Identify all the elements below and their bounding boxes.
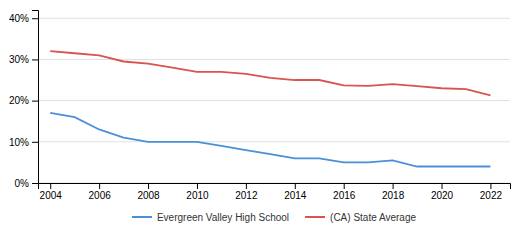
x-tick-mark xyxy=(148,183,149,189)
legend: Evergreen Valley High School (CA) State A… xyxy=(132,212,417,223)
x-tick: 2022 xyxy=(480,183,503,201)
y-tick-mark xyxy=(32,142,38,143)
x-tick-mark xyxy=(442,183,443,189)
x-tick-label: 2006 xyxy=(89,190,112,201)
x-tick-label: 2012 xyxy=(235,190,258,201)
x-tick-mark xyxy=(99,183,100,189)
y-tick: 10% xyxy=(9,137,38,148)
legend-swatch xyxy=(132,216,152,218)
x-tick: 2010 xyxy=(186,183,209,201)
series-line xyxy=(50,51,490,95)
x-tick-label: 2010 xyxy=(186,190,209,201)
x-tick-label: 2022 xyxy=(480,190,503,201)
x-tick: 2016 xyxy=(333,183,356,201)
y-tick-mark xyxy=(32,18,38,19)
legend-label: Evergreen Valley High School xyxy=(157,212,289,223)
y-tick-label: 30% xyxy=(9,54,29,65)
x-axis-line xyxy=(39,184,511,190)
x-tick: 2014 xyxy=(284,183,307,201)
y-tick-mark xyxy=(32,101,38,102)
y-tick: 20% xyxy=(9,95,38,106)
legend-label: (CA) State Average xyxy=(330,212,416,223)
x-axis: 2004 2006 2008 2010 2012 2014 2016 2018 2020 2022 xyxy=(39,183,511,201)
legend-swatch xyxy=(305,216,325,218)
lines xyxy=(50,51,490,166)
y-tick-label: 10% xyxy=(9,137,29,148)
x-tick-mark xyxy=(393,183,394,189)
grid-line xyxy=(38,100,510,101)
x-tick: 2008 xyxy=(137,183,160,201)
y-axis-line xyxy=(32,11,39,184)
x-tick-label: 2018 xyxy=(382,190,405,201)
x-tick-mark xyxy=(344,183,345,189)
x-tick-mark xyxy=(295,183,296,189)
x-tick-mark xyxy=(50,183,51,189)
x-tick-label: 2014 xyxy=(284,190,307,201)
x-tick-label: 2008 xyxy=(137,190,160,201)
grid-line xyxy=(38,141,510,142)
y-tick-mark xyxy=(32,183,38,184)
grid xyxy=(38,18,510,183)
legend-item: Evergreen Valley High School xyxy=(132,212,289,223)
x-tick-mark xyxy=(246,183,247,189)
series-line xyxy=(50,113,490,167)
y-tick-mark xyxy=(32,59,38,60)
legend-item: (CA) State Average xyxy=(305,212,416,223)
x-tick-label: 2004 xyxy=(40,190,63,201)
y-tick-label: 40% xyxy=(9,13,29,24)
x-tick-label: 2016 xyxy=(333,190,356,201)
x-tick: 2006 xyxy=(89,183,112,201)
x-tick-label: 2020 xyxy=(431,190,454,201)
grid-line xyxy=(38,59,510,60)
x-tick: 2020 xyxy=(431,183,454,201)
x-tick: 2012 xyxy=(235,183,258,201)
chart: 2004 2006 2008 2010 2012 2014 2016 2018 2020 2022… xyxy=(0,0,524,229)
y-tick-label: 20% xyxy=(9,95,29,106)
y-tick: 0% xyxy=(15,178,38,189)
y-tick-label: 0% xyxy=(15,178,30,189)
plot: 2004 2006 2008 2010 2012 2014 2016 2018 2020 2022… xyxy=(9,11,511,202)
x-tick: 2004 xyxy=(40,183,63,201)
grid-line xyxy=(38,18,510,19)
x-tick-mark xyxy=(197,183,198,189)
x-tick: 2018 xyxy=(382,183,405,201)
y-axis: 0% 10% 20% 30% 40% xyxy=(9,11,39,189)
y-tick: 30% xyxy=(9,54,38,65)
y-tick: 40% xyxy=(9,13,38,24)
x-tick-mark xyxy=(490,183,491,189)
